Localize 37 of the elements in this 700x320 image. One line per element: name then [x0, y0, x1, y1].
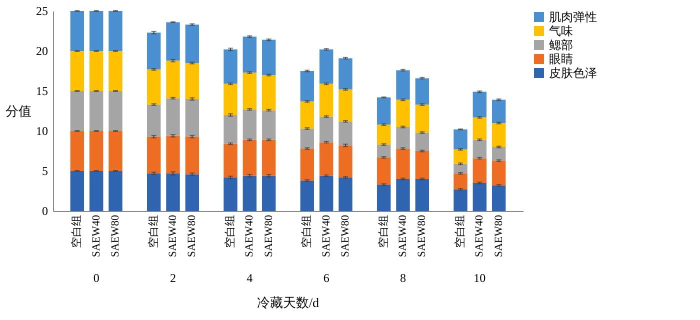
- x-tick-label: 空白组: [224, 215, 236, 248]
- y-tick-label: 5: [42, 164, 48, 178]
- x-tick-label: SAEW40: [244, 214, 256, 258]
- x-tick-label: SAEW80: [110, 214, 122, 258]
- x-tick-label: SAEW80: [262, 214, 275, 258]
- text: 10: [474, 271, 486, 285]
- x-tick-label: SAEW80: [492, 214, 505, 258]
- text: 8: [400, 271, 406, 285]
- text: 6: [323, 271, 330, 285]
- y-tick-label: 10: [36, 124, 48, 138]
- text: 4: [246, 271, 253, 285]
- text: 0: [93, 271, 100, 285]
- x-tick-label: SAEW40: [397, 214, 409, 258]
- x-tick-label: 空白组: [454, 215, 466, 248]
- x-tick-label: SAEW80: [416, 214, 428, 258]
- x-tick-label: SAEW40: [167, 214, 179, 258]
- legend-label: 皮肤色泽: [549, 66, 597, 80]
- legend-label: 眼睛: [549, 52, 573, 66]
- y-tick-label: 20: [36, 44, 48, 58]
- y-tick-label: 0: [42, 204, 48, 218]
- legend-label: 气味: [549, 24, 573, 38]
- x-tick-label: 空白组: [146, 215, 160, 248]
- x-tick-label: 空白组: [376, 215, 390, 248]
- x-axis-title: 冷藏天数/d: [256, 295, 320, 310]
- x-tick-label: SAEW80: [186, 214, 198, 258]
- legend-label: 肌肉弹性: [549, 10, 597, 24]
- y-tick-label: 15: [36, 84, 48, 98]
- y-axis-title: 分值: [6, 104, 32, 118]
- x-tick-label: SAEW40: [474, 214, 486, 258]
- x-tick-label: SAEW40: [320, 214, 332, 258]
- x-tick-label: 空白组: [70, 215, 84, 248]
- text: 2: [170, 271, 176, 285]
- y-tick-label: 25: [36, 4, 48, 18]
- x-tick-label: SAEW80: [340, 214, 352, 258]
- legend-label: 鳃部: [549, 38, 573, 52]
- x-tick-label: SAEW40: [90, 214, 102, 258]
- x-tick-label: 空白组: [300, 215, 314, 248]
